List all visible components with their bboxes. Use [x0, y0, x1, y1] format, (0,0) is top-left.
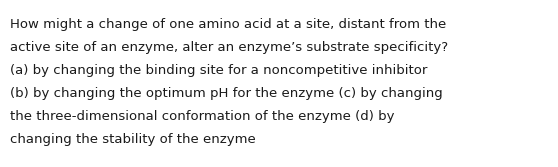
Text: changing the stability of the enzyme: changing the stability of the enzyme — [10, 133, 256, 146]
Text: (b) by changing the optimum pH for the enzyme (c) by changing: (b) by changing the optimum pH for the e… — [10, 87, 442, 100]
Text: active site of an enzyme, alter an enzyme’s substrate specificity?: active site of an enzyme, alter an enzym… — [10, 41, 448, 54]
Text: How might a change of one amino acid at a site, distant from the: How might a change of one amino acid at … — [10, 18, 446, 31]
Text: the three-dimensional conformation of the enzyme (d) by: the three-dimensional conformation of th… — [10, 110, 395, 123]
Text: (a) by changing the binding site for a noncompetitive inhibitor: (a) by changing the binding site for a n… — [10, 64, 427, 77]
